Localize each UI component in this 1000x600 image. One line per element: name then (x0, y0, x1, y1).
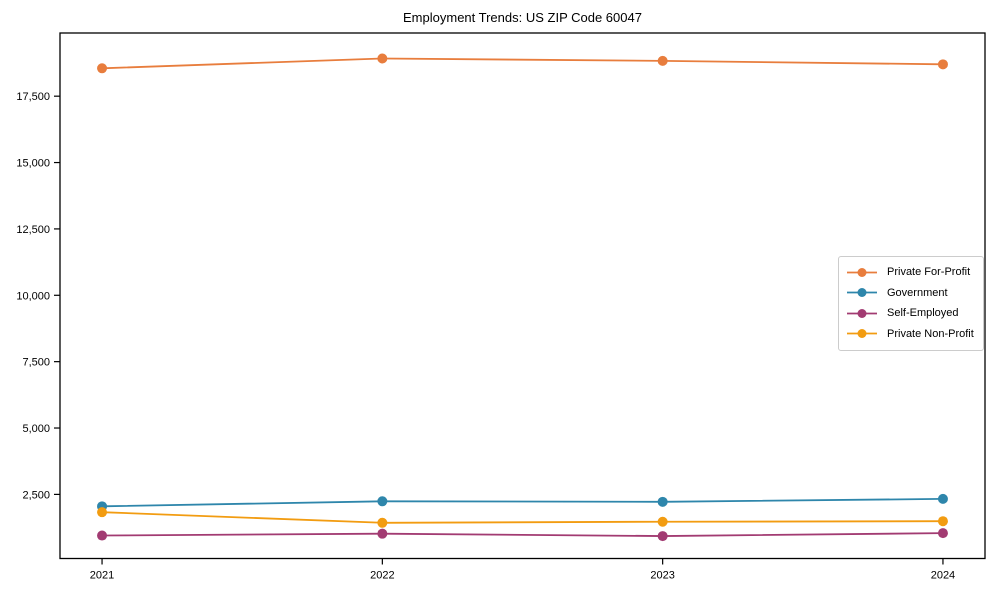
data-point-marker (377, 53, 388, 64)
x-axis: 2021 2022 2023 2024 (90, 558, 955, 582)
data-point-marker (937, 493, 948, 504)
y-tick-label: 5,000 (22, 423, 50, 435)
legend-label: Private For-Profit (887, 266, 971, 279)
y-tick-label: 15,000 (16, 158, 50, 170)
y-tick-label: 2,500 (22, 489, 50, 501)
series-private-non-profit (97, 507, 948, 528)
data-point-marker (937, 516, 948, 527)
x-tick-label: 2022 (370, 570, 394, 582)
data-point-marker (937, 59, 948, 70)
data-point-marker (377, 496, 388, 507)
data-point-marker (377, 528, 388, 539)
data-point-marker (657, 55, 668, 66)
data-point-marker (377, 517, 388, 528)
chart-title: Employment Trends: US ZIP Code 60047 (403, 10, 642, 25)
series-line (102, 57, 943, 70)
legend-item-private-non-profit: Private Non-Profit (846, 324, 974, 345)
x-tick-label: 2024 (931, 570, 955, 582)
x-tick-label: 2021 (90, 570, 114, 582)
legend-swatch-icon (847, 267, 877, 277)
y-axis: 2,500 5,000 7,500 10,000 12,500 15,000 17,500 (16, 91, 60, 501)
legend-item-private-for-profit: Private For-Profit (846, 262, 974, 283)
legend-swatch-icon (847, 329, 877, 339)
x-tick-label: 2023 (650, 570, 674, 582)
legend-label: Self-Employed (887, 307, 959, 320)
data-point-marker (657, 516, 668, 527)
legend-label: Government (887, 286, 948, 299)
series-line (102, 511, 943, 524)
y-tick-label: 17,500 (16, 91, 50, 103)
data-point-marker (937, 528, 948, 539)
series-line (102, 532, 943, 537)
chart-legend: Private For-Profit Government Self-Employe… (838, 256, 984, 351)
series-private-for-profit (97, 53, 948, 74)
y-tick-label: 7,500 (22, 357, 50, 369)
legend-swatch-icon (847, 308, 877, 318)
y-tick-label: 12,500 (16, 224, 50, 236)
legend-item-government: Government (846, 283, 974, 304)
data-point-marker (97, 63, 108, 74)
data-point-marker (97, 530, 108, 541)
legend-item-self-employed: Self-Employed (846, 303, 974, 324)
y-tick-label: 10,000 (16, 290, 50, 302)
legend-label: Private Non-Profit (887, 327, 974, 340)
series-government (97, 493, 948, 512)
series-line (102, 498, 943, 508)
legend-swatch-icon (847, 288, 877, 298)
series-self-employed (97, 528, 948, 542)
data-point-marker (657, 496, 668, 507)
data-point-marker (657, 531, 668, 542)
data-point-marker (97, 507, 108, 518)
